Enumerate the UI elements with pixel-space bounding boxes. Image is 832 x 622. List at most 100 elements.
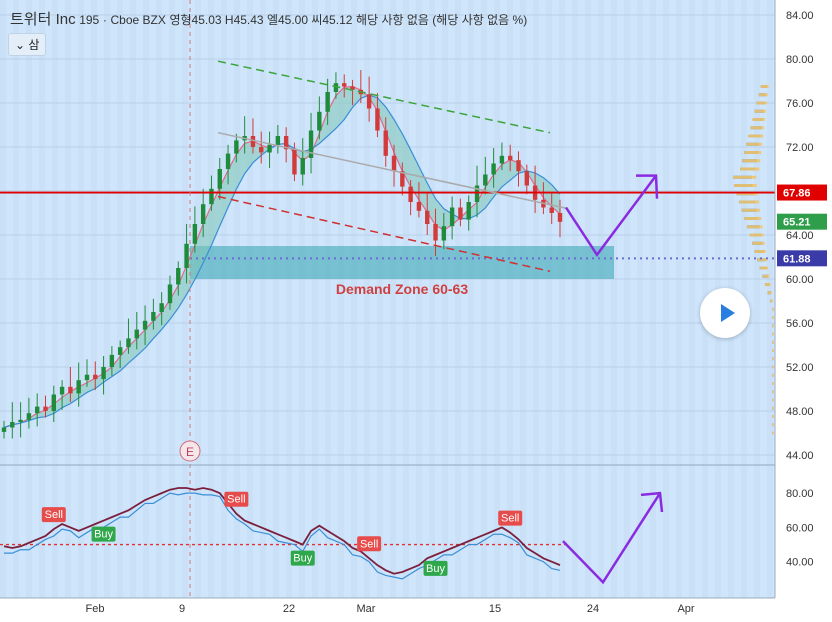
candle-body (267, 144, 272, 153)
session-stripe (676, 0, 682, 598)
sell-signal-label: Sell (501, 513, 519, 525)
symbol-name[interactable]: 트위터 Inc (10, 11, 76, 28)
volume-bar-down (750, 126, 764, 130)
y-tick-label: 52.00 (786, 362, 814, 374)
volume-bar-down (764, 283, 771, 286)
session-stripe (546, 0, 552, 598)
sell-signal (224, 491, 249, 507)
candle-body (317, 111, 322, 131)
candle-body (167, 284, 173, 304)
session-stripe (650, 0, 656, 598)
candle-body (34, 406, 40, 414)
x-tick-label: 9 (179, 603, 185, 615)
candle-body (51, 394, 56, 411)
candle-body (209, 188, 214, 205)
candle-body (524, 171, 530, 186)
sell-signal-label: Sell (360, 538, 378, 550)
session-stripe (507, 0, 513, 598)
session-stripe (572, 0, 578, 598)
y-tick-label: 64.00 (786, 230, 814, 242)
session-stripe (754, 0, 760, 598)
session-stripe (195, 0, 201, 598)
sell-signal-label: Sell (227, 494, 245, 506)
session-stripe (78, 0, 84, 598)
session-stripe (351, 0, 357, 598)
legend-toggle-button[interactable]: ⌄ 삼 (8, 33, 47, 56)
volume-bar-down (744, 151, 762, 154)
session-stripe (559, 0, 565, 598)
candle-body (184, 243, 189, 268)
volume-bar-down (772, 406, 774, 410)
candle-body (308, 130, 314, 158)
session-stripe (221, 0, 227, 598)
volume-bar-down (772, 349, 774, 352)
oscillator-projection-arrow-head (640, 491, 664, 513)
candle-body (425, 210, 430, 224)
x-tick-label: Apr (677, 603, 694, 615)
volume-bar-down (746, 225, 763, 229)
candle-body (441, 226, 447, 241)
session-stripe (130, 0, 136, 598)
candle-body (333, 83, 339, 92)
projection-arrow (564, 174, 658, 257)
candle-body (416, 202, 422, 211)
volume-bar-down (754, 250, 766, 253)
candle-body (458, 207, 463, 220)
session-stripe (364, 0, 370, 598)
candle-body (491, 163, 496, 175)
play-button[interactable] (700, 288, 750, 338)
upper-channel-line (217, 60, 551, 134)
candle-body (117, 347, 123, 355)
exchange-label: Cboe BZX (110, 13, 166, 27)
x-tick-label: Feb (86, 603, 105, 615)
session-stripe (377, 0, 383, 598)
candle-body (134, 329, 139, 339)
candle-body (18, 419, 23, 422)
session-stripe (767, 0, 773, 598)
volume-bar-down (742, 159, 761, 163)
volume-bar-down (734, 184, 757, 187)
candle-body (93, 374, 98, 380)
session-stripe (260, 0, 266, 598)
candle-body (449, 207, 455, 227)
y-tick-label: 80.00 (786, 54, 814, 66)
volume-bar-down (772, 332, 774, 336)
volume-bar-down (772, 324, 774, 328)
y-tick-label: 48.00 (786, 406, 814, 418)
interval-label[interactable]: 195 (79, 13, 100, 27)
session-stripe (481, 0, 487, 598)
session-stripe (13, 0, 19, 598)
session-stripe (390, 0, 396, 598)
y-tick-label: 72.00 (786, 142, 814, 154)
x-tick-label: Mar (357, 603, 376, 615)
candle-body (292, 149, 297, 175)
x-tick-label: 15 (489, 603, 501, 615)
volume-bar-down (767, 291, 772, 295)
session-stripe (234, 0, 240, 598)
session-stripe (325, 0, 331, 598)
candle-body (433, 224, 438, 241)
candle-body (350, 86, 355, 90)
session-stripe (143, 0, 149, 598)
session-stripe (429, 0, 435, 598)
session-stripe (104, 0, 110, 598)
earnings-marker-label: E (186, 445, 194, 459)
candle-body (466, 202, 471, 220)
candle-body (508, 155, 513, 161)
projection-arrow-head (636, 174, 659, 199)
chart-header: 트위터 Inc 195 · Cboe BZX 영형45.03 H45.43 엘4… (10, 11, 528, 28)
earnings-marker[interactable] (179, 440, 201, 462)
oscillator-projection-arrow (562, 492, 662, 585)
candle-body (300, 158, 305, 175)
candle-body (325, 92, 330, 112)
session-stripe (312, 0, 318, 598)
volume-bar-down (739, 200, 759, 204)
session-stripe (533, 0, 539, 598)
candle-body (342, 83, 347, 87)
buy-signal-label: Buy (426, 563, 445, 575)
session-stripe (455, 0, 461, 598)
y-tick-label: 76.00 (786, 98, 814, 110)
volume-bar-down (772, 340, 774, 344)
volume-bar-down (772, 423, 774, 427)
buy-signal (423, 560, 448, 576)
